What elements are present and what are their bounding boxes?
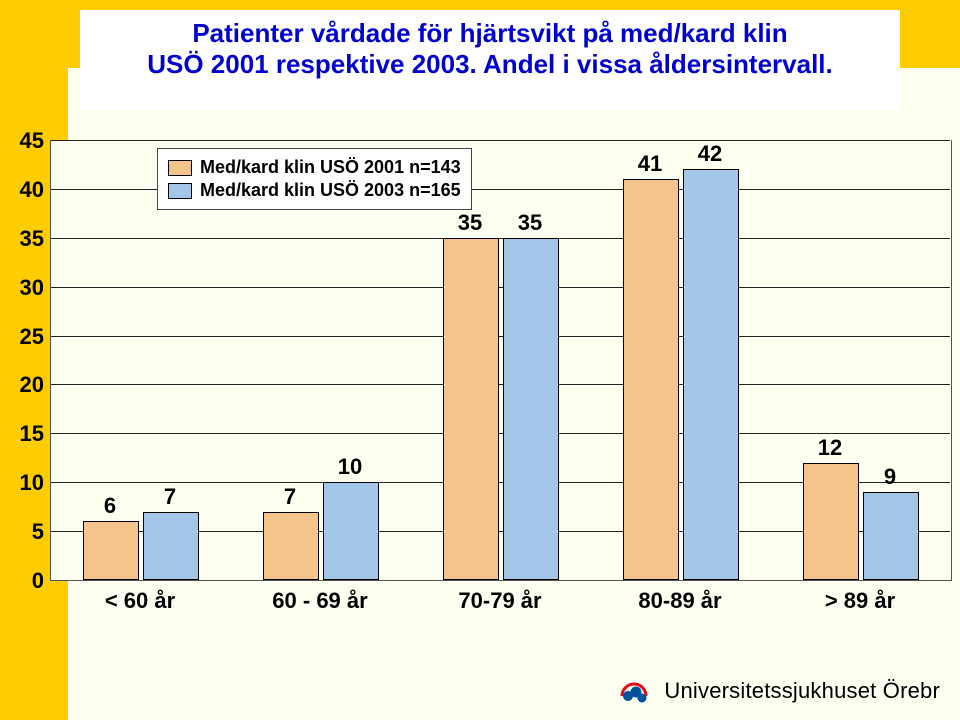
bar-series-0 xyxy=(443,238,499,580)
bar-series-0 xyxy=(803,463,859,580)
logo-icon xyxy=(614,674,654,708)
bar-value-label: 41 xyxy=(620,151,680,177)
y-tick-label: 35 xyxy=(0,226,44,252)
legend-swatch xyxy=(168,160,192,176)
x-category-label: 60 - 69 år xyxy=(230,588,410,614)
bar-value-label: 10 xyxy=(320,454,380,480)
bar-value-label: 42 xyxy=(680,141,740,167)
bar-value-label: 9 xyxy=(860,464,920,490)
y-tick-label: 0 xyxy=(0,568,44,594)
bar-value-label: 7 xyxy=(140,484,200,510)
plot-frame: Med/kard klin USÖ 2001 n=143Med/kard kli… xyxy=(50,140,952,581)
legend-swatch xyxy=(168,183,192,199)
bar-series-1 xyxy=(143,512,199,580)
y-tick-label: 20 xyxy=(0,372,44,398)
bar-series-1 xyxy=(503,238,559,580)
chart-title-box: Patienter vårdade för hjärtsvikt på med/… xyxy=(80,10,900,110)
chart-area: 051015202530354045 Med/kard klin USÖ 200… xyxy=(0,140,960,640)
legend-label: Med/kard klin USÖ 2001 n=143 xyxy=(200,157,461,178)
bar-value-label: 12 xyxy=(800,435,860,461)
y-tick-label: 25 xyxy=(0,324,44,350)
bar-value-label: 7 xyxy=(260,484,320,510)
y-tick-label: 30 xyxy=(0,275,44,301)
x-category-label: 80-89 år xyxy=(590,588,770,614)
y-tick-label: 45 xyxy=(0,128,44,154)
bar-series-0 xyxy=(263,512,319,580)
bar-series-1 xyxy=(683,169,739,580)
title-line-2: USÖ 2001 respektive 2003. Andel i vissa … xyxy=(84,49,896,80)
legend-label: Med/kard klin USÖ 2003 n=165 xyxy=(200,180,461,201)
bar-series-1 xyxy=(323,482,379,580)
y-tick-label: 40 xyxy=(0,177,44,203)
x-category-label: 70-79 år xyxy=(410,588,590,614)
bar-series-0 xyxy=(83,521,139,580)
bar-series-0 xyxy=(623,179,679,580)
x-category-label: < 60 år xyxy=(50,588,230,614)
bar-series-1 xyxy=(863,492,919,580)
bar-value-label: 6 xyxy=(80,493,140,519)
hospital-logo: Universitetssjukhuset Örebr xyxy=(614,674,940,708)
legend-row: Med/kard klin USÖ 2003 n=165 xyxy=(168,180,461,201)
x-category-label: > 89 år xyxy=(770,588,950,614)
legend-row: Med/kard klin USÖ 2001 n=143 xyxy=(168,157,461,178)
bar-value-label: 35 xyxy=(440,210,500,236)
y-tick-label: 5 xyxy=(0,519,44,545)
bar-value-label: 35 xyxy=(500,210,560,236)
title-line-1: Patienter vårdade för hjärtsvikt på med/… xyxy=(84,18,896,49)
y-tick-label: 10 xyxy=(0,470,44,496)
y-tick-label: 15 xyxy=(0,421,44,447)
logo-text: Universitetssjukhuset Örebr xyxy=(664,678,940,704)
chart-legend: Med/kard klin USÖ 2001 n=143Med/kard kli… xyxy=(157,148,472,210)
